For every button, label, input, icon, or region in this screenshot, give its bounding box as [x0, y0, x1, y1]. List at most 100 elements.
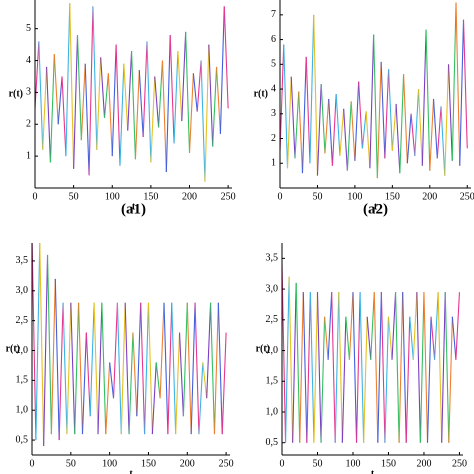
line-segment	[123, 63, 129, 131]
x-tick-label: 150	[381, 458, 396, 469]
line-segment	[89, 302, 95, 417]
line-segment	[409, 316, 414, 360]
line-segment	[441, 292, 446, 443]
line-segment	[46, 66, 52, 163]
line-segment	[204, 44, 210, 182]
line-segment	[186, 302, 192, 435]
line-segment	[177, 50, 183, 122]
line-segment	[107, 73, 113, 157]
x-tick-label: 100	[105, 191, 120, 202]
line-segment	[171, 302, 177, 435]
line-segment	[46, 254, 52, 435]
y-tick-label: 0,5	[266, 437, 279, 448]
line-segment	[403, 74, 408, 164]
line-segment	[384, 69, 390, 159]
y-axis-label: r(t)	[6, 343, 20, 354]
line-segment	[200, 60, 206, 182]
x-tick-label: 150	[385, 191, 400, 202]
line-segment	[32, 243, 37, 441]
line-segment	[138, 70, 144, 138]
line-segment	[384, 316, 390, 443]
line-segment	[58, 302, 64, 441]
line-segment	[49, 54, 55, 163]
line-segment	[320, 316, 326, 443]
plot-area	[32, 243, 227, 447]
x-tick-label: 250	[221, 191, 236, 202]
line-segment	[35, 41, 40, 109]
line-segment	[212, 66, 218, 147]
y-axis-label: r(t)	[256, 343, 270, 354]
y-tick-label: 3,5	[266, 253, 279, 264]
line-segment	[355, 292, 361, 443]
line-segment	[440, 106, 446, 176]
line-segment	[419, 292, 425, 443]
line-segment	[50, 278, 56, 435]
x-tick-label: 150	[141, 458, 156, 469]
line-segment	[410, 113, 416, 156]
line-segment	[219, 6, 225, 134]
line-segment	[283, 44, 289, 169]
line-segment	[416, 292, 421, 443]
line-segment	[395, 292, 400, 443]
line-segment	[370, 292, 375, 360]
line-segment	[399, 74, 405, 174]
line-segment	[196, 60, 202, 112]
x-tick-label: 50	[312, 458, 322, 469]
y-tick-label: 1,5	[266, 376, 279, 387]
line-segment	[173, 50, 179, 144]
line-segment	[105, 362, 111, 435]
line-segment	[309, 292, 315, 443]
line-segment	[309, 14, 315, 164]
line-segment	[70, 302, 76, 435]
line-segment	[35, 243, 41, 441]
line-segment	[178, 332, 184, 417]
line-segment	[194, 302, 200, 435]
line-segment	[215, 66, 221, 134]
line-segment	[406, 113, 412, 164]
line-segment	[38, 41, 44, 150]
line-segment	[88, 6, 94, 176]
line-segment	[391, 103, 397, 151]
line-segment	[398, 292, 404, 443]
line-segment	[96, 57, 102, 150]
line-segment	[188, 73, 194, 153]
y-tick-label: 1	[26, 150, 31, 161]
plot-area	[280, 2, 468, 179]
line-segment	[151, 362, 157, 435]
line-segment	[348, 292, 354, 360]
line-segment	[361, 111, 367, 149]
line-segment	[284, 276, 290, 443]
y-tick-label: 2,0	[266, 345, 279, 356]
y-tick-label: 0,5	[16, 434, 29, 445]
line-segment	[451, 2, 457, 161]
line-segment	[140, 302, 146, 435]
line-segment	[455, 2, 461, 166]
y-axis-label: r(t)	[254, 88, 268, 99]
line-segment	[294, 91, 300, 159]
line-segment	[282, 264, 287, 443]
line-segment	[134, 70, 140, 160]
line-segment	[377, 292, 382, 443]
line-segment	[444, 292, 450, 443]
line-segment	[161, 60, 167, 173]
line-segment	[81, 332, 87, 435]
x-tick-label: 50	[69, 191, 79, 202]
line-segment	[66, 302, 72, 435]
panel-caption: (a1)	[121, 201, 146, 217]
line-segment	[324, 316, 329, 360]
x-tick-label: 100	[345, 458, 360, 469]
line-segment	[92, 6, 98, 150]
line-segment	[169, 35, 175, 144]
line-segment	[101, 302, 107, 435]
line-segment	[132, 332, 138, 417]
line-segment	[302, 292, 308, 443]
line-segment	[85, 332, 91, 417]
x-axis-label: t	[374, 201, 378, 212]
line-segment	[388, 69, 393, 151]
y-tick-label: 4	[271, 83, 276, 94]
line-segment	[73, 35, 79, 169]
line-segment	[436, 106, 442, 159]
y-tick-label: 3,5	[16, 255, 29, 266]
y-tick-label: 2	[26, 119, 31, 130]
